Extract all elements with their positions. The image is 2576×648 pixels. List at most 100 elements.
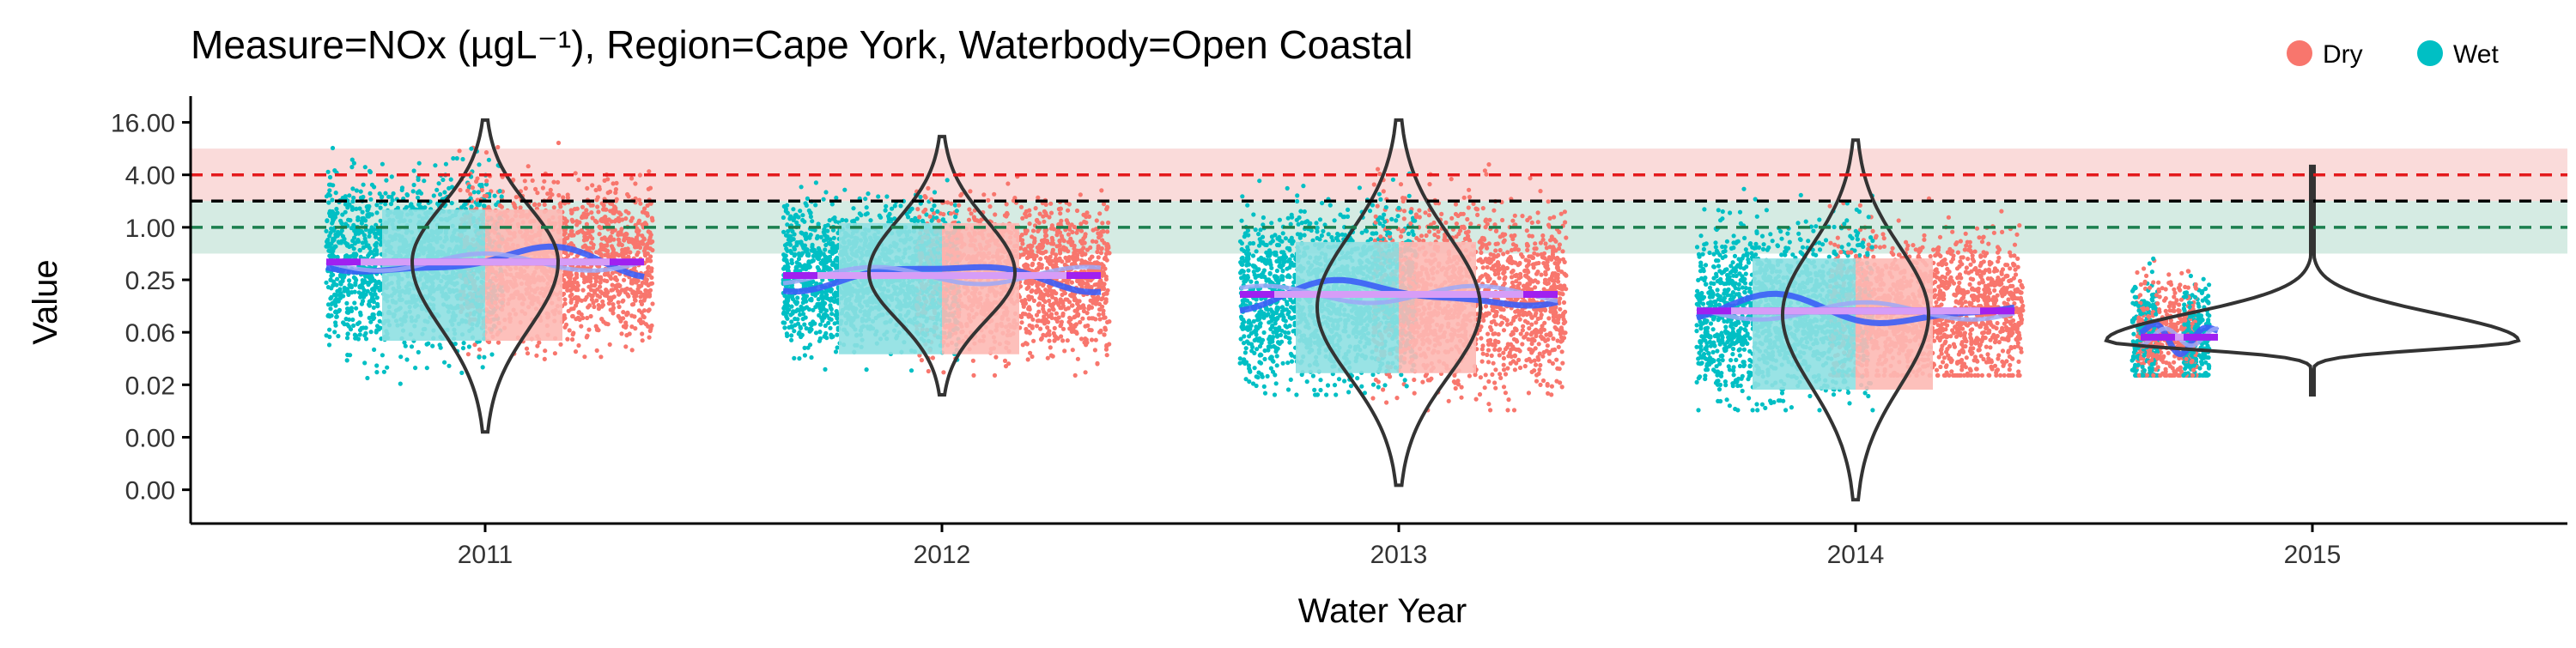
data-point [465,189,470,193]
data-point [1099,251,1103,255]
data-point [372,316,376,320]
data-point [647,187,651,191]
data-point [621,310,625,314]
data-point [352,235,356,239]
data-point [589,210,593,215]
data-point [566,253,570,257]
data-point [788,249,793,253]
data-point [650,248,654,252]
data-point [645,258,649,263]
data-point [581,288,586,293]
data-point [594,197,598,202]
data-point [336,334,340,338]
data-point [1062,348,1066,353]
chart-title: Measure=NOx (µgL⁻¹), Region=Cape York, W… [191,22,1413,67]
data-point [472,190,477,194]
data-point [354,278,358,282]
data-point [386,195,391,199]
data-point [598,285,602,289]
data-point [338,232,343,236]
data-point [590,236,594,240]
data-point [380,195,384,199]
data-point [372,185,376,189]
data-point [785,334,789,338]
data-point [637,219,641,223]
data-point [789,338,793,342]
data-point [417,189,422,193]
data-point [1079,229,1084,233]
data-point [571,330,575,335]
data-point [641,236,646,240]
x-axis-label: Water Year [1298,592,1467,630]
data-point [598,281,603,285]
data-point [541,185,545,190]
data-point [380,162,385,167]
data-point [561,195,565,199]
data-point [400,185,404,190]
data-point [569,273,574,277]
data-point [361,210,365,215]
data-point [1084,232,1088,236]
data-point [354,306,358,311]
data-point [412,183,416,187]
data-point [586,275,591,279]
data-point [477,355,481,360]
data-point [594,324,598,329]
legend: Dry Wet [2287,40,2499,69]
data-point [635,252,639,257]
data-point [378,319,382,324]
data-point [562,315,566,319]
data-point [636,229,641,233]
data-point [458,148,462,153]
data-point [534,354,538,358]
data-point [597,185,601,189]
data-point [422,179,426,183]
data-point [599,317,604,321]
data-point [576,343,580,348]
data-point [1035,313,1039,318]
data-point [359,190,363,194]
data-point [581,215,586,219]
data-point [945,178,950,182]
data-point [368,299,373,303]
data-point [354,207,358,211]
data-point [346,218,350,222]
legend-swatch-dry [2287,40,2312,66]
data-point [325,219,329,223]
data-point [799,326,803,330]
data-point [920,358,924,362]
data-point [648,326,653,330]
data-point [633,181,637,185]
data-point [341,320,345,324]
data-point [625,236,629,240]
data-point [648,233,653,237]
data-point [586,328,591,332]
data-point [531,179,535,183]
data-point [591,300,595,305]
data-point [365,376,369,380]
data-point [408,203,412,208]
data-point [619,331,623,336]
data-point [844,218,848,222]
data-point [346,308,350,312]
data-point [640,331,644,336]
data-point [350,318,355,322]
data-point [338,274,343,278]
data-point [416,350,421,354]
data-point [565,337,569,342]
data-point [831,216,835,221]
data-point [623,320,628,324]
data-point [605,290,610,294]
data-point [613,206,617,210]
data-point [416,196,420,200]
data-point [638,245,642,250]
data-point [927,369,931,373]
data-point [605,218,609,222]
data-point [481,365,485,369]
data-point [496,341,501,345]
data-point [358,332,362,336]
data-point [817,339,822,343]
data-point [494,203,498,207]
data-point [624,209,629,214]
data-point [888,212,892,216]
